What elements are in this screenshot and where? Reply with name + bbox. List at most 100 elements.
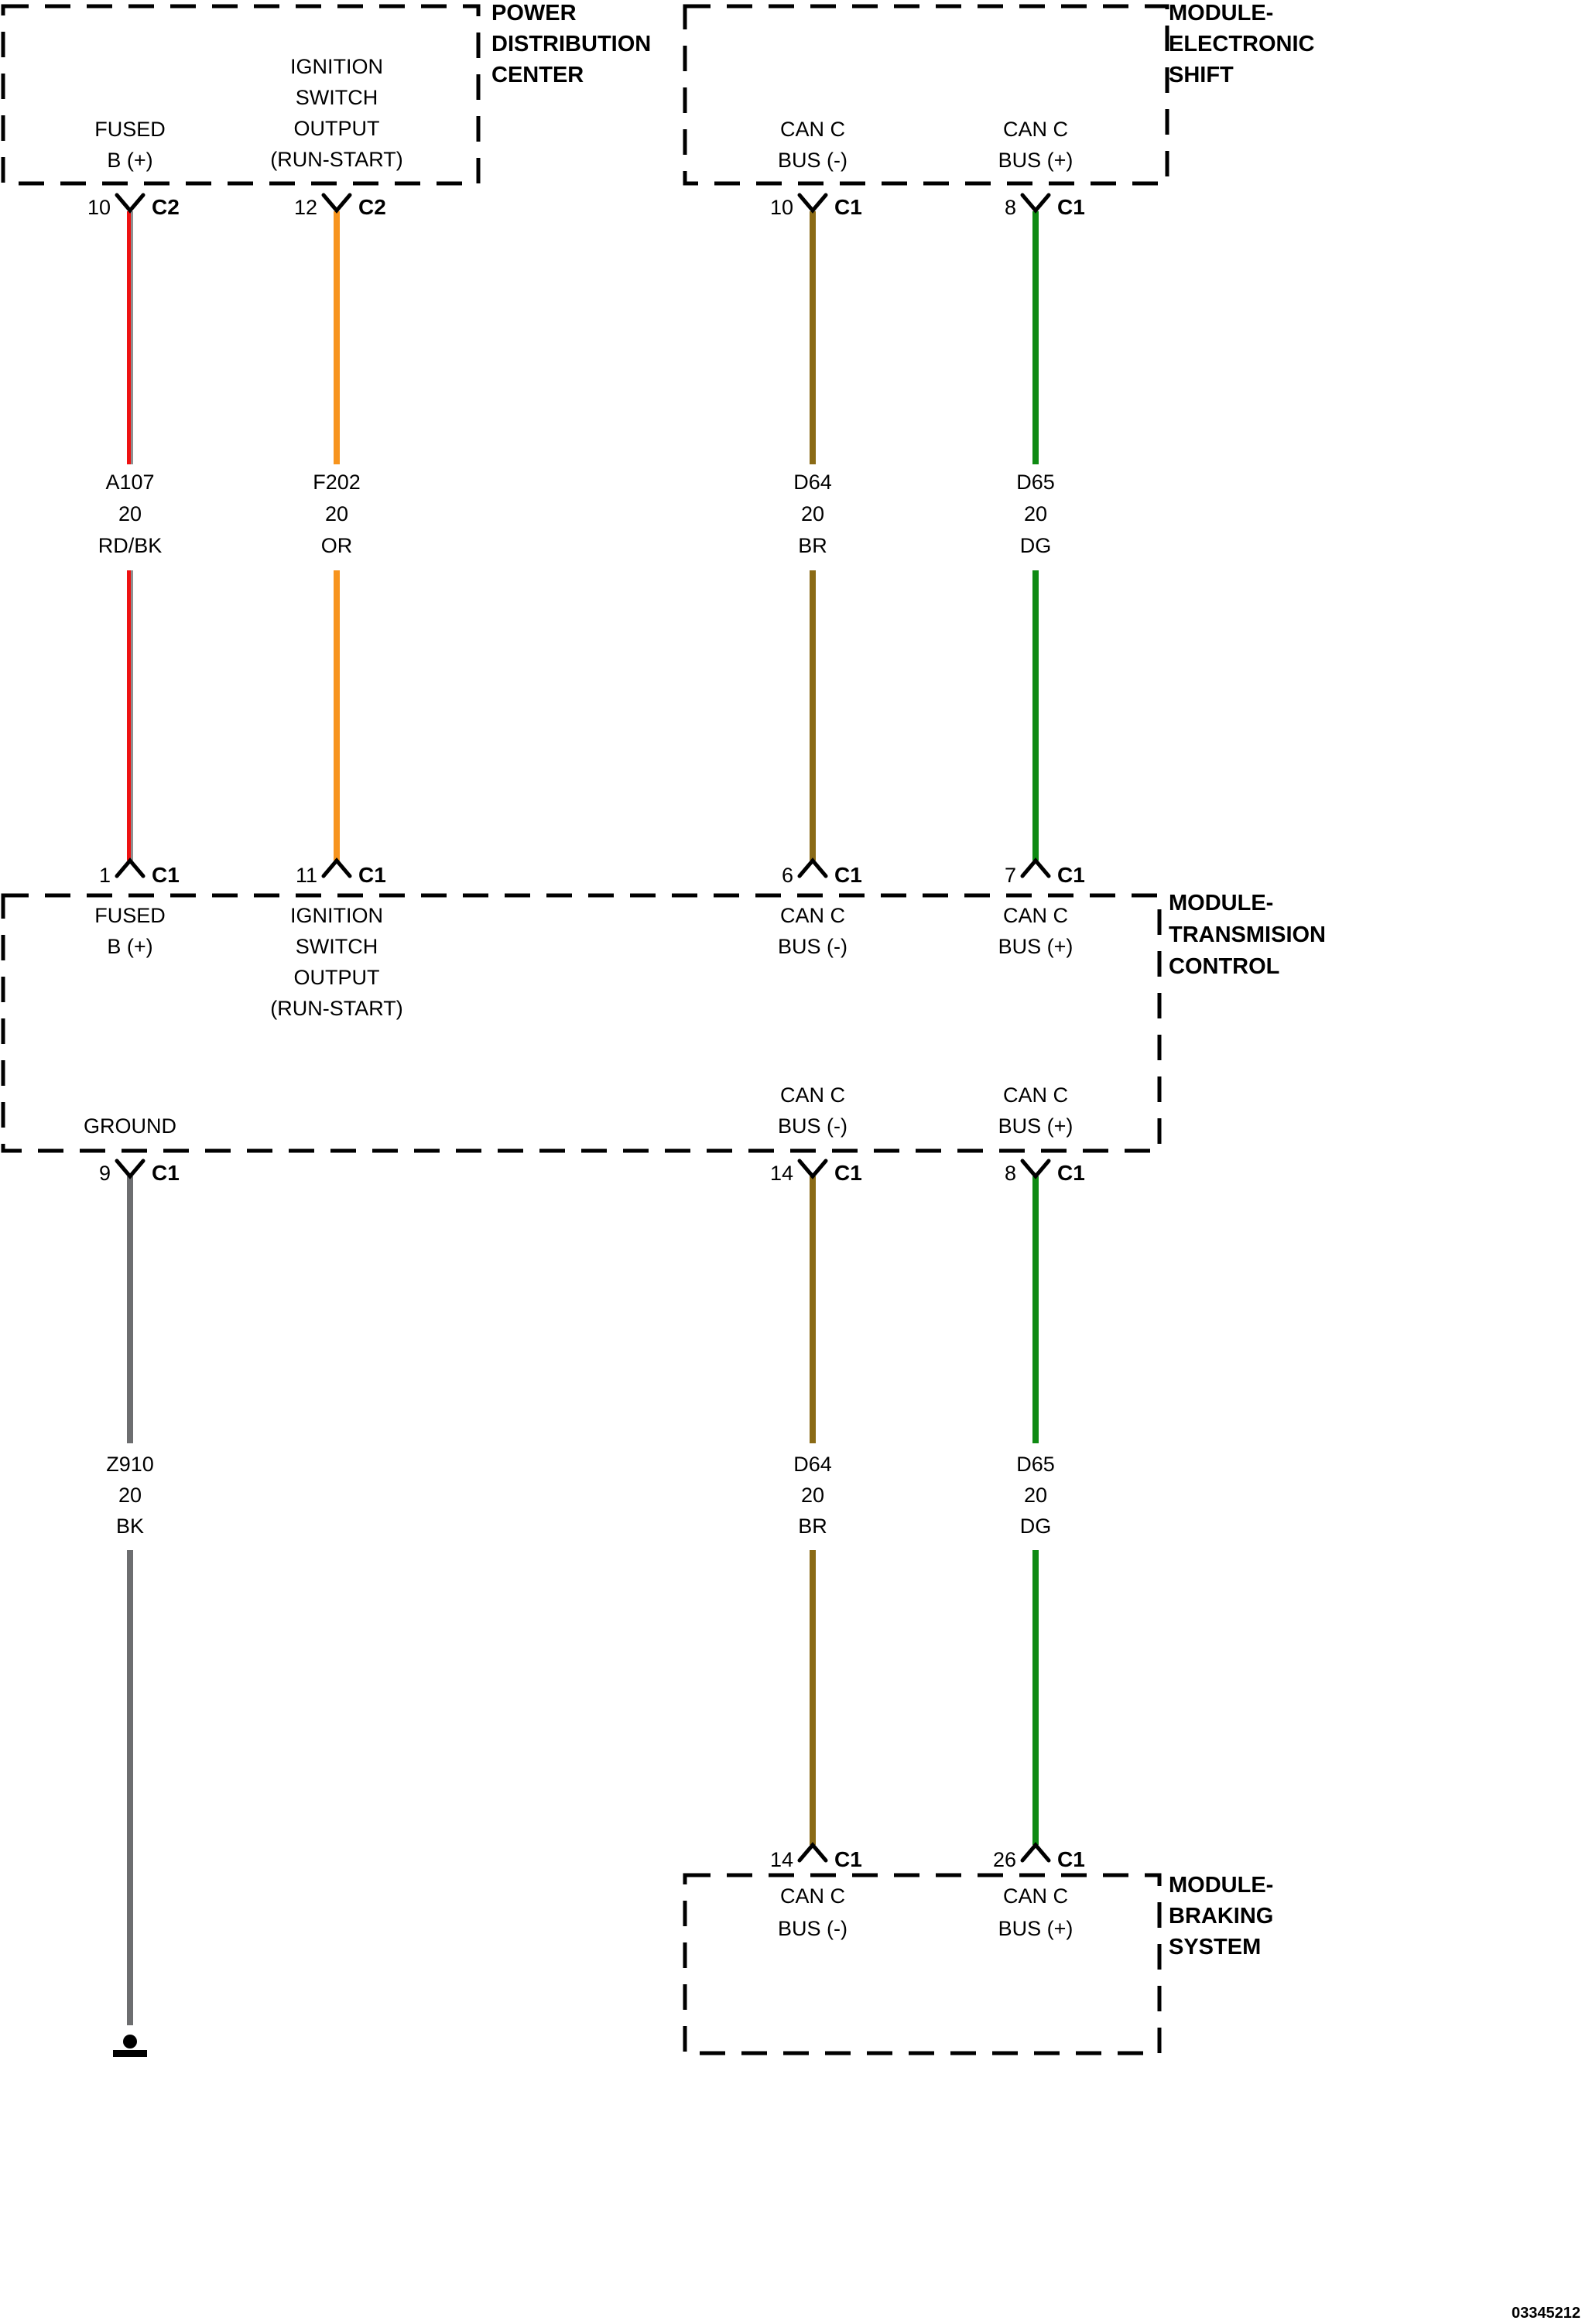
module-title: BRAKING (1169, 1904, 1274, 1929)
module-title: MODULE- (1169, 1, 1274, 26)
box-pin-label: FUSED (94, 904, 166, 927)
wire-d65-upper (1032, 211, 1039, 464)
box-pin-label: CAN C (779, 1083, 846, 1107)
module-braking-system-box (683, 1873, 1162, 2055)
box-pin-label: OUTPUT (293, 966, 380, 989)
pin-fork-icon (115, 1159, 146, 1179)
wire-label: 20 (1023, 1484, 1048, 1507)
wire-label: D64 (793, 1453, 832, 1476)
wire-label: 20 (118, 1484, 142, 1507)
pin-fork-icon (115, 857, 146, 878)
wire-f202 (334, 211, 340, 464)
pin-fork-icon (797, 857, 828, 878)
wire-label: D64 (793, 471, 832, 494)
box-pin-label: B (+) (107, 935, 153, 958)
pin-number: 26 (992, 1848, 1016, 1871)
wire-label: A107 (105, 471, 155, 494)
pin-fork-icon (115, 193, 146, 214)
connector-label: C1 (152, 1161, 180, 1185)
box-pin-label: BUS (-) (778, 149, 848, 172)
box-pin-label: CAN C (779, 904, 846, 927)
wire-d64-upper (810, 570, 816, 861)
box-pin-label: CAN C (1002, 904, 1069, 927)
wire-label: RD/BK (98, 534, 163, 557)
box-pin-label: CAN C (1002, 118, 1069, 141)
pin-number: 14 (769, 1162, 793, 1185)
module-title: CONTROL (1169, 954, 1280, 979)
wire-label: BR (798, 1515, 827, 1538)
wire-z910 (127, 1550, 133, 2025)
box-pin-label: BUS (+) (998, 1917, 1074, 1940)
pin-number: 8 (1004, 196, 1016, 219)
wire-label: F202 (313, 471, 361, 494)
wire-a107-tracer-stripe (131, 570, 133, 861)
module-title: TRANSMISION (1169, 922, 1326, 947)
ground-bar-icon (113, 2050, 147, 2057)
pin-fork-icon (321, 857, 352, 878)
module-title: MODULE- (1169, 891, 1274, 916)
connector-label: C1 (1057, 863, 1085, 887)
connector-label: C1 (1057, 1847, 1085, 1871)
pin-number: 10 (87, 196, 111, 219)
connector-label: C1 (834, 1847, 862, 1871)
wire-label: BR (798, 534, 827, 557)
module-title: SHIFT (1169, 63, 1234, 87)
doc-id: 03345212 (1512, 2305, 1580, 2322)
wire-d65-lower (1032, 1176, 1039, 1443)
pin-number: 7 (1004, 864, 1016, 887)
wire-d65-upper (1032, 570, 1039, 861)
connector-label: C2 (358, 195, 386, 219)
box-pin-label: CAN C (1002, 1884, 1069, 1908)
wire-label: 20 (118, 502, 142, 525)
pin-fork-icon (321, 193, 352, 214)
connector-label: C1 (834, 863, 862, 887)
box-pin-label: SWITCH (295, 86, 378, 109)
pin-fork-icon (797, 193, 828, 214)
module-title: CENTER (491, 63, 584, 87)
wire-f202 (334, 570, 340, 861)
box-pin-label: CAN C (779, 1884, 846, 1908)
pin-number: 8 (1004, 1162, 1016, 1185)
wire-d64-upper (810, 211, 816, 464)
pin-number: 9 (98, 1162, 111, 1185)
wire-label: Z910 (106, 1453, 154, 1476)
pin-fork-icon (1020, 1842, 1051, 1863)
wire-d65-lower (1032, 1550, 1039, 1845)
wire-label: D65 (1016, 1453, 1055, 1476)
module-title: POWER (491, 1, 577, 26)
wire-d64-lower (810, 1176, 816, 1443)
wire-d64-lower (810, 1550, 816, 1845)
wire-label: 20 (800, 502, 825, 525)
box-pin-label: IGNITION (290, 55, 383, 78)
box-pin-label: (RUN-START) (270, 997, 403, 1020)
wire-label: 20 (1023, 502, 1048, 525)
connector-label: C2 (152, 195, 180, 219)
pin-number: 14 (769, 1848, 793, 1871)
box-pin-label: BUS (-) (778, 1114, 848, 1138)
connector-label: C1 (834, 1161, 862, 1185)
box-pin-label: (RUN-START) (270, 148, 403, 171)
connector-label: C1 (1057, 195, 1085, 219)
pin-number: 1 (98, 864, 111, 887)
module-transmision-control-box (1, 893, 1162, 1153)
pin-fork-icon (797, 1842, 828, 1863)
module-title: ELECTRONIC (1169, 32, 1315, 56)
box-pin-label: FUSED (94, 118, 166, 141)
box-pin-label: BUS (+) (998, 149, 1074, 172)
wire-label: D65 (1016, 471, 1055, 494)
module-title: SYSTEM (1169, 1935, 1262, 1959)
wire-label: 20 (324, 502, 349, 525)
ground-dot-icon (123, 2035, 137, 2048)
power-distribution-center-box (1, 4, 481, 186)
box-pin-label: OUTPUT (293, 117, 380, 140)
pin-number: 10 (769, 196, 793, 219)
connector-label: C1 (358, 863, 386, 887)
pin-fork-icon (1020, 857, 1051, 878)
pin-fork-icon (1020, 193, 1051, 214)
box-pin-label: CAN C (1002, 1083, 1069, 1107)
connector-label: C1 (152, 863, 180, 887)
box-pin-label: SWITCH (295, 935, 378, 958)
module-title: DISTRIBUTION (491, 32, 652, 56)
